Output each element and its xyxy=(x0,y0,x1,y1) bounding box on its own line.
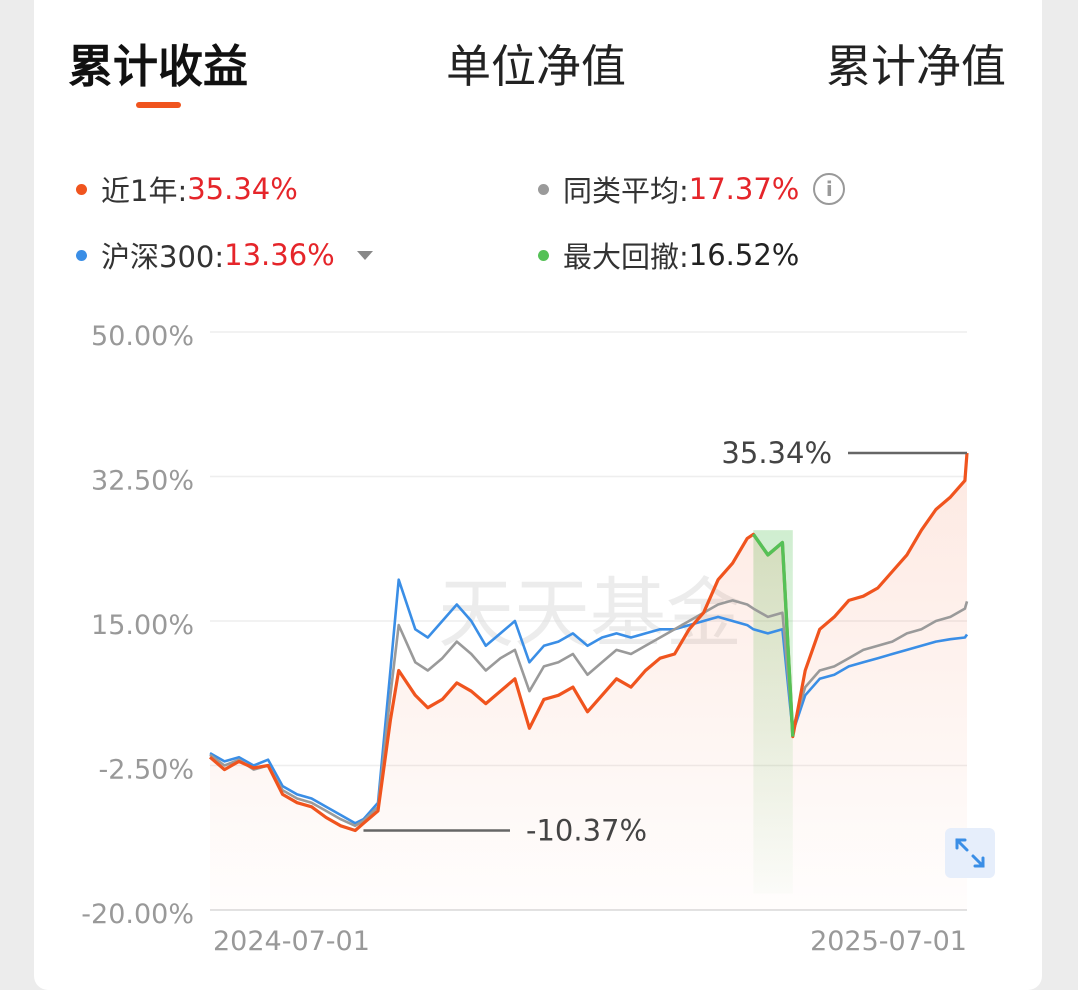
tab-cumulative-return[interactable]: 累计收益 xyxy=(68,40,249,93)
y-tick-label: -2.50% xyxy=(98,755,194,786)
fund-area-fill xyxy=(210,453,967,910)
y-tick-label: 32.50% xyxy=(91,466,194,497)
min-annotation-label: -10.37% xyxy=(526,813,647,847)
tab-unit-nav[interactable]: 单位净值 xyxy=(446,40,627,93)
tab-cumulative-nav[interactable]: 累计净值 xyxy=(826,40,1007,93)
y-tick-label: -20.00% xyxy=(81,899,194,930)
legend-drawdown-value: 16.52% xyxy=(688,238,800,272)
series-line xyxy=(209,599,969,828)
active-tab-indicator xyxy=(136,102,181,108)
x-tick-label: 2024-07-01 xyxy=(213,926,370,957)
caret-down-icon[interactable] xyxy=(356,250,373,260)
series-line xyxy=(209,578,969,825)
legend-fund-label: 近1年: xyxy=(101,174,188,208)
legend-peer-value: 17.37% xyxy=(688,172,800,206)
y-tick-label: 50.00% xyxy=(91,321,194,352)
max-annotation-label: 35.34% xyxy=(721,436,832,470)
x-axis-ticks: 2024-07-01 2025-07-01 xyxy=(213,926,967,957)
legend-index-value: 13.36% xyxy=(224,238,335,272)
y-axis-ticks: 50.00% 32.50% 15.00% -2.50% -20.00% xyxy=(81,321,194,930)
legend-index[interactable]: 沪深300: 13.36% xyxy=(76,234,373,276)
legend-peer: 同类平均: 17.37% i xyxy=(538,168,846,210)
series-line xyxy=(208,452,969,833)
legend-peer-label: 同类平均: xyxy=(563,174,689,208)
legend-dot-peer xyxy=(538,183,549,195)
drawdown-line-segment xyxy=(752,533,795,737)
legend-fund: 近1年: 35.34% xyxy=(76,168,298,210)
legend-fund-value: 35.34% xyxy=(187,172,298,206)
annotations: 35.34% -10.37% xyxy=(363,436,967,847)
legend-dot-drawdown xyxy=(538,249,549,261)
info-circle-icon[interactable]: i xyxy=(813,173,846,205)
legend-dot-index xyxy=(76,249,87,261)
expand-diagonal-icon xyxy=(955,838,985,868)
tab-bar: 累计收益 单位净值 累计净值 xyxy=(0,0,1078,120)
series-lines xyxy=(208,452,969,833)
expand-chart-button[interactable] xyxy=(945,828,995,878)
legend-index-label: 沪深300: xyxy=(101,240,225,274)
y-tick-label: 15.00% xyxy=(91,610,194,641)
x-tick-label: 2025-07-01 xyxy=(810,926,967,957)
legend-dot-fund xyxy=(76,183,87,195)
legend-drawdown-label: 最大回撤: xyxy=(563,240,689,274)
legend-drawdown: 最大回撤: 16.52% xyxy=(538,234,799,276)
